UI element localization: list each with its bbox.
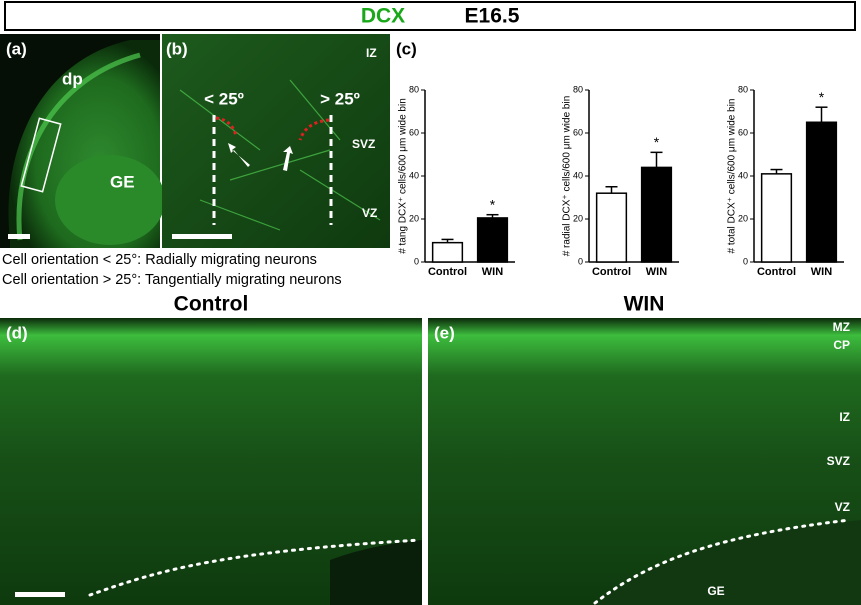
y-tick-label: 40	[573, 170, 583, 180]
x-tick-label: WIN	[811, 266, 832, 278]
x-tick-label: WIN	[646, 266, 667, 278]
y-tick-label: 20	[738, 213, 748, 223]
region-label: dp	[62, 69, 83, 88]
zone-label: MZ	[833, 320, 850, 334]
scale-bar	[8, 234, 30, 239]
legend-line: Cell orientation > 25°: Tangentially mig…	[2, 272, 342, 288]
x-tick-label: WIN	[482, 266, 503, 278]
zone-label: IZ	[366, 46, 377, 60]
fibers	[179, 79, 381, 231]
y-axis-label: # tang DCX⁺ cells/600 μm wide bin	[398, 98, 409, 254]
panel-label: (b)	[166, 39, 188, 58]
significance-mark: *	[819, 89, 825, 105]
region-label: GE	[110, 172, 135, 191]
x-tick-label: Control	[592, 266, 631, 278]
y-axis-label: # radial DCX⁺ cells/600 μm wide bin	[562, 96, 573, 257]
image-b	[162, 34, 390, 248]
scale-bar	[172, 234, 232, 239]
panel-label: (a)	[6, 39, 27, 58]
scale-bar	[15, 592, 65, 597]
angle-label: > 25º	[320, 89, 360, 108]
inset-box	[20, 117, 62, 193]
arrow	[283, 146, 293, 171]
angle-label: < 25º	[204, 89, 244, 108]
zone-label: VZ	[835, 500, 850, 514]
y-tick-label: 60	[573, 127, 583, 137]
y-tick-label: 0	[414, 256, 419, 266]
boundary	[593, 518, 852, 605]
y-tick-label: 0	[743, 256, 748, 266]
y-tick-label: 60	[738, 127, 748, 137]
zone-label: GE	[707, 584, 724, 598]
y-tick-label: 80	[573, 84, 583, 94]
y-tick-label: 20	[409, 213, 419, 223]
y-tick-label: 40	[738, 170, 748, 180]
zone-label: CP	[833, 338, 850, 352]
panel-label: (e)	[434, 323, 455, 342]
y-axis-label: # total DCX⁺ cells/600 μm wide bin	[727, 99, 738, 254]
panel-label: (d)	[6, 323, 28, 342]
bar	[805, 121, 838, 263]
angle-arc	[298, 118, 330, 141]
bar	[431, 241, 464, 263]
panel-title: Control	[174, 293, 249, 316]
ge-region	[595, 520, 861, 605]
stain-label: DCX	[361, 5, 405, 28]
y-tick-label: 60	[409, 127, 419, 137]
significance-mark: *	[654, 134, 660, 150]
tissue-ge	[55, 155, 165, 245]
y-tick-label: 40	[409, 170, 419, 180]
panel-label: (c)	[396, 39, 417, 58]
bar	[640, 166, 673, 263]
zone-label: SVZ	[827, 454, 850, 468]
legend-line: Cell orientation < 25°: Radially migrati…	[2, 252, 317, 268]
zone-label: SVZ	[352, 137, 375, 151]
significance-mark: *	[490, 196, 496, 212]
y-tick-label: 20	[573, 213, 583, 223]
x-tick-label: Control	[428, 266, 467, 278]
y-tick-label: 80	[409, 84, 419, 94]
arrow	[228, 143, 250, 167]
boundary	[88, 538, 422, 597]
y-tick-label: 0	[578, 256, 583, 266]
tissue-edge	[16, 52, 141, 241]
zone-label: VZ	[362, 206, 377, 220]
panel-title: WIN	[624, 293, 665, 316]
y-tick-label: 80	[738, 84, 748, 94]
dark-region	[330, 540, 422, 605]
header-box	[4, 1, 856, 31]
x-tick-label: Control	[757, 266, 796, 278]
zone-label: IZ	[839, 410, 850, 424]
bar	[476, 217, 509, 263]
stage-label: E16.5	[465, 5, 520, 28]
angle-arc	[215, 116, 238, 137]
bar	[595, 192, 628, 263]
bar	[760, 173, 793, 263]
